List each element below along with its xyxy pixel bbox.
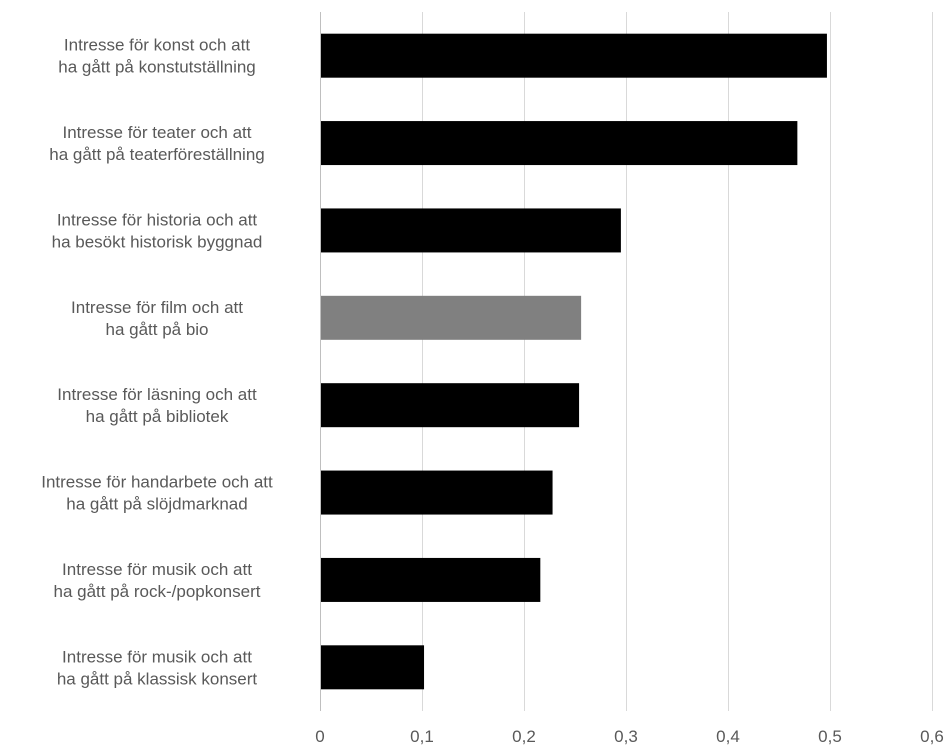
bar bbox=[321, 645, 425, 690]
category-label: ha gått på bio bbox=[105, 320, 208, 339]
category-label-layer: Intresse för konst och att ha gått på kon… bbox=[41, 36, 273, 689]
x-tick-label: 0,4 bbox=[716, 727, 740, 746]
x-tick-label: 0,1 bbox=[410, 727, 434, 746]
grid-layer bbox=[320, 12, 933, 711]
bar bbox=[321, 208, 621, 253]
category-label: ha gått på konstutställning bbox=[58, 58, 256, 77]
bar bbox=[321, 557, 541, 602]
tick-label-layer: 0 0,1 0,2 0,3 0,4 0,5 0,6 bbox=[315, 727, 944, 746]
category-label: Intresse för film och att bbox=[71, 298, 243, 317]
category-label: Intresse för musik och att bbox=[62, 647, 252, 666]
bar bbox=[321, 295, 582, 340]
x-tick-label: 0,2 bbox=[512, 727, 536, 746]
category-label: ha gått på slöjdmarknad bbox=[66, 495, 247, 514]
category-label: Intresse för konst och att bbox=[64, 36, 250, 55]
bar-layer bbox=[321, 33, 827, 690]
category-label: Intresse för läsning och att bbox=[57, 385, 257, 404]
bar bbox=[321, 383, 580, 428]
bar bbox=[321, 470, 553, 515]
x-tick-label: 0 bbox=[315, 727, 324, 746]
category-label: Intresse för handarbete och att bbox=[41, 473, 273, 492]
x-tick-label: 0,3 bbox=[614, 727, 638, 746]
category-label: ha besökt historisk byggnad bbox=[52, 232, 263, 251]
category-label: Intresse för teater och att bbox=[63, 123, 252, 142]
category-label: Intresse för musik och att bbox=[62, 560, 252, 579]
category-label: ha gått på bibliotek bbox=[86, 407, 229, 426]
category-label: Intresse för historia och att bbox=[57, 210, 258, 229]
x-tick-label: 0,5 bbox=[818, 727, 842, 746]
category-label: ha gått på rock-/popkonsert bbox=[54, 582, 261, 601]
bar bbox=[321, 33, 827, 78]
category-label: ha gått på klassisk konsert bbox=[57, 669, 258, 688]
category-label: ha gått på teaterföreställning bbox=[49, 145, 264, 164]
x-tick-label: 0,6 bbox=[920, 727, 944, 746]
bar bbox=[321, 121, 798, 166]
